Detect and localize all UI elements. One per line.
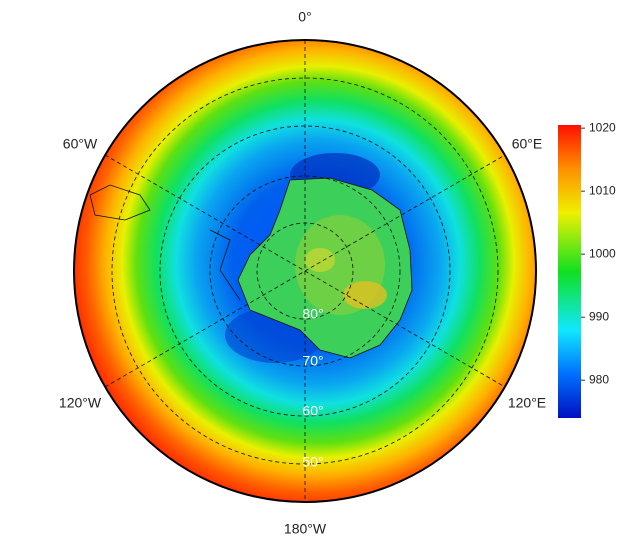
coastline — [209, 229, 241, 301]
lon-label: 60°W — [63, 136, 98, 152]
lon-label: 180°W — [284, 521, 327, 537]
lon-label: 0° — [298, 9, 311, 25]
colorbar-tick-label: 980 — [589, 372, 609, 386]
lat-label: 50° — [302, 454, 323, 470]
colorbar-tick-label: 1000 — [589, 246, 616, 260]
colorbar-tick-label: 1010 — [589, 183, 616, 197]
colorbar-tick-label: 990 — [589, 309, 609, 323]
lat-label: 60° — [302, 403, 323, 419]
graticule — [104, 40, 506, 502]
lon-label: 60°E — [512, 136, 543, 152]
coastline — [89, 184, 151, 221]
lat-label: 80° — [302, 306, 323, 322]
lon-label: 120°E — [508, 395, 546, 411]
lon-label: 120°W — [59, 395, 102, 411]
map-border — [73, 39, 537, 503]
lat-label: 70° — [302, 353, 323, 369]
pressure-field — [74, 40, 536, 502]
colorbar-tick-label: 1020 — [589, 120, 616, 134]
colorbar — [558, 125, 581, 418]
